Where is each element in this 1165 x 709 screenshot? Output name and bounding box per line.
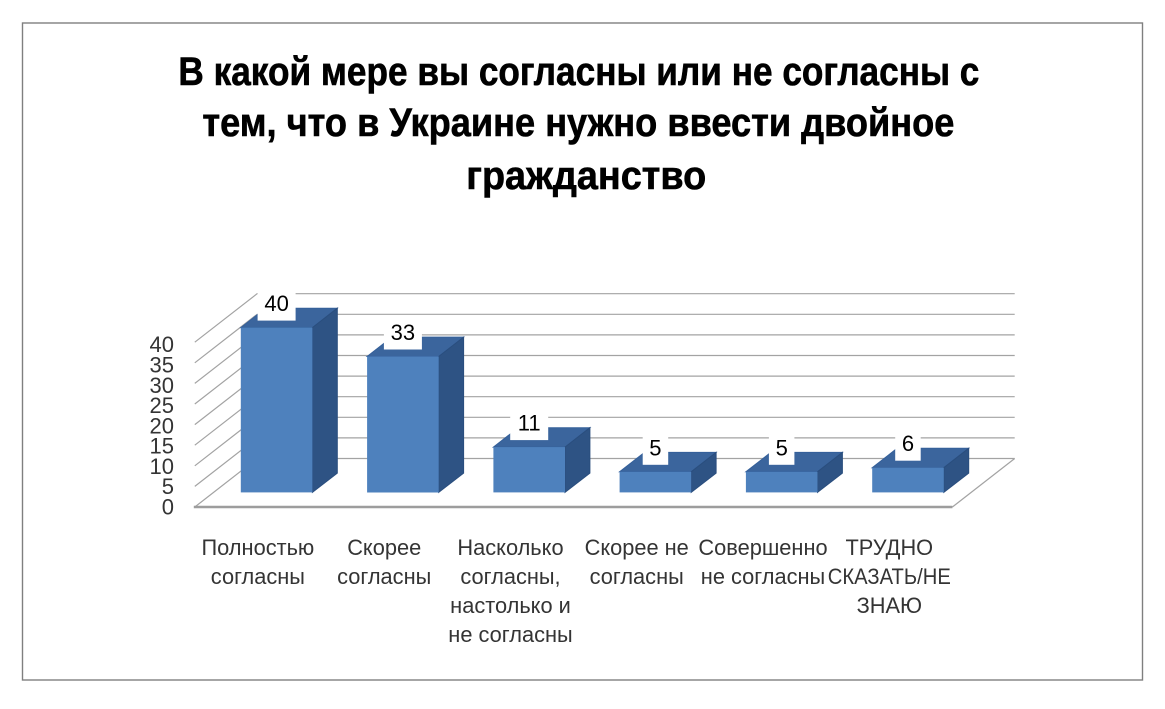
svg-text:тем, что в Украине нужно ввест: тем, что в Украине нужно ввести двойное [202, 101, 954, 145]
svg-text:не согласны: не согласны [448, 622, 572, 647]
svg-text:ТРУДНО: ТРУДНО [845, 535, 933, 560]
svg-text:ЗНАЮ: ЗНАЮ [857, 593, 922, 618]
svg-text:настолько и: настолько и [450, 593, 571, 618]
svg-text:30: 30 [150, 373, 174, 398]
svg-text:25: 25 [150, 393, 174, 418]
svg-text:15: 15 [150, 434, 174, 459]
svg-text:не согласны: не согласны [701, 564, 825, 589]
svg-text:Насколько: Насколько [457, 535, 563, 560]
svg-text:35: 35 [150, 353, 174, 378]
svg-text:40: 40 [150, 332, 174, 357]
svg-text:Совершенно: Совершенно [698, 535, 827, 560]
svg-text:согласны: согласны [590, 564, 684, 589]
svg-text:согласны: согласны [337, 564, 431, 589]
svg-text:0: 0 [162, 495, 174, 520]
svg-text:5: 5 [776, 435, 788, 460]
svg-text:11: 11 [518, 411, 541, 436]
svg-text:5: 5 [162, 474, 174, 499]
svg-text:10: 10 [150, 454, 174, 479]
svg-text:Скорее: Скорее [347, 535, 421, 560]
svg-text:согласны,: согласны, [460, 564, 560, 589]
svg-text:Скорее не: Скорее не [585, 535, 689, 560]
svg-text:20: 20 [150, 413, 174, 438]
svg-text:6: 6 [902, 431, 914, 456]
svg-text:33: 33 [391, 320, 415, 345]
svg-text:В какой мере вы согласны или н: В какой мере вы согласны или не согласны… [178, 50, 979, 94]
svg-text:СКАЗАТЬ/НЕ: СКАЗАТЬ/НЕ [828, 564, 951, 589]
svg-text:Полностью: Полностью [202, 535, 315, 560]
svg-text:40: 40 [264, 291, 288, 316]
svg-text:гражданство: гражданство [466, 154, 706, 198]
svg-text:5: 5 [649, 435, 661, 460]
svg-text:согласны: согласны [211, 564, 305, 589]
